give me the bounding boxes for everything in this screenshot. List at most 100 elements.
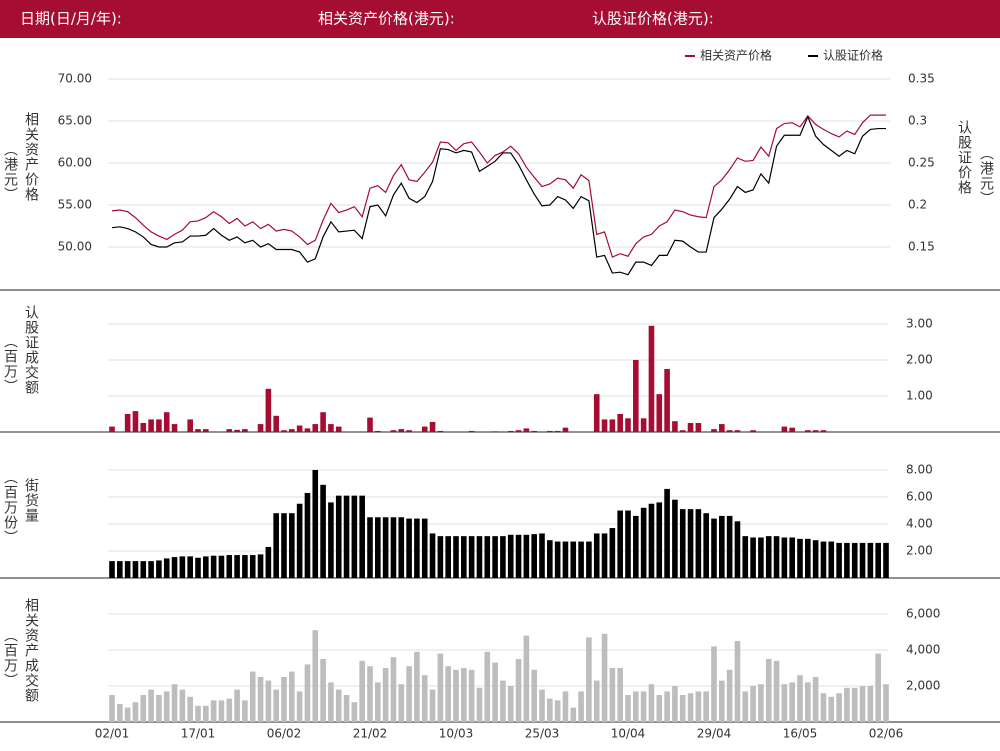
bar (210, 700, 217, 722)
bar (875, 653, 881, 722)
bar (187, 419, 193, 432)
bar (539, 533, 545, 578)
bar (273, 513, 279, 578)
bar (343, 695, 350, 722)
y-axis-label: 相关资产成交额 (23, 598, 39, 703)
bar (242, 555, 248, 578)
bar (711, 518, 717, 578)
y-axis-label: （百万份） (2, 470, 18, 545)
bar (132, 702, 139, 722)
bar (500, 680, 506, 722)
bar (758, 684, 764, 722)
y-tick-label: 50.00 (58, 240, 92, 254)
bar (265, 546, 272, 578)
bar (335, 426, 342, 432)
bar (156, 560, 162, 578)
bar (109, 426, 115, 432)
bar (179, 556, 186, 578)
bar (140, 423, 147, 432)
bar (734, 430, 741, 432)
bar (414, 651, 420, 722)
bar (156, 695, 162, 722)
bar (312, 630, 319, 722)
y2-tick-label: 0.35 (908, 72, 935, 86)
bar (679, 509, 686, 578)
header-warrant: 认股证价格(港元): (592, 10, 714, 28)
bar (851, 687, 858, 722)
bar (367, 666, 373, 722)
bar (625, 510, 631, 578)
bar (320, 412, 326, 432)
bar (507, 686, 514, 722)
bar (375, 682, 381, 722)
bar (719, 424, 725, 432)
bar (492, 431, 498, 432)
bar (609, 528, 616, 578)
bar (320, 484, 326, 578)
bar (265, 388, 272, 432)
bar (578, 691, 584, 722)
bar (390, 657, 397, 722)
bar (375, 517, 381, 578)
bar (609, 668, 616, 722)
series-line (111, 115, 886, 276)
bar (289, 671, 295, 722)
y-tick-label: 4,000 (906, 643, 940, 657)
bar (171, 424, 178, 432)
x-tick-label: 29/04 (697, 727, 732, 741)
bar (203, 556, 209, 578)
bar (421, 518, 428, 578)
bar (820, 430, 827, 432)
bar (203, 705, 209, 722)
bar (242, 700, 248, 722)
bar (719, 680, 725, 722)
bar (296, 425, 303, 432)
bar (453, 536, 459, 578)
y2-tick-label: 0.25 (908, 156, 935, 170)
y-axis-label: 相关资产价格 (23, 112, 39, 202)
bar (601, 633, 608, 722)
bar (492, 662, 498, 722)
y-tick-label: 55.00 (58, 198, 92, 212)
bar (234, 689, 240, 722)
bar (398, 429, 405, 432)
x-tick-label: 21/02 (353, 727, 388, 741)
bar (203, 429, 209, 432)
bar (703, 691, 709, 722)
bar (117, 704, 123, 722)
bar (398, 684, 405, 722)
bar (296, 503, 303, 578)
bar (812, 430, 819, 432)
bar (719, 515, 725, 578)
bar (163, 558, 170, 578)
bar (468, 536, 475, 578)
bar (726, 430, 733, 432)
bar (672, 499, 678, 578)
x-tick-label: 10/03 (439, 727, 474, 741)
bar (836, 542, 842, 578)
bar (773, 536, 780, 578)
bar (234, 555, 240, 578)
bar (461, 668, 467, 722)
bar (429, 689, 436, 722)
bar (789, 427, 795, 432)
bar (648, 684, 655, 722)
bar (179, 689, 186, 722)
bar (343, 495, 350, 578)
bar (124, 414, 131, 432)
bar (781, 537, 788, 578)
bar (124, 561, 131, 578)
bar (781, 684, 788, 722)
bar (734, 641, 741, 722)
bar (836, 693, 842, 722)
bar (148, 419, 154, 432)
bar (375, 430, 381, 432)
y2-tick-label: 0.15 (908, 240, 935, 254)
bar (289, 513, 295, 578)
bar (171, 684, 178, 722)
bar (664, 691, 670, 722)
bar (453, 669, 459, 722)
header-date: 日期(日/月/年): (20, 10, 122, 28)
bar (883, 542, 889, 578)
bar (523, 534, 530, 578)
